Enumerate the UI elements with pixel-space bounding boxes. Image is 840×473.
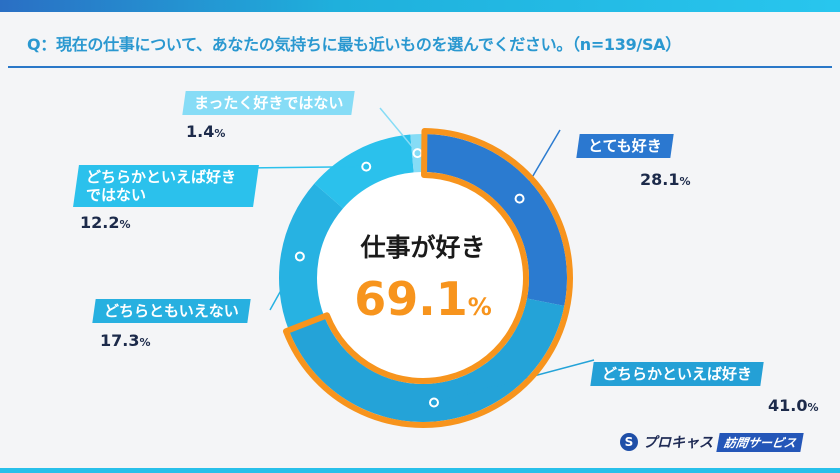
pct-unit: % <box>679 175 691 188</box>
center-title: 仕事が好き <box>360 233 486 262</box>
donut-slice-どちらかといえば好き <box>288 298 565 422</box>
pct-value: 1.4 <box>186 122 215 141</box>
logo-badge-text: 訪問サービス <box>722 435 798 450</box>
pct-まったく好きではない: 1.4% <box>186 122 225 141</box>
label-どちらかといえば好きではない: どちらかといえば好きではない <box>73 165 259 207</box>
pct-どちらかといえば好き: 41.0% <box>768 396 819 415</box>
label-text: まったく好きではない <box>194 94 344 112</box>
label-text: どちらかといえば好きではない <box>86 168 237 204</box>
donut-slice-どちらかといえば好きではない <box>314 134 414 209</box>
leader-line <box>379 107 419 154</box>
brand-logo: S プロキャス 訪問サービス <box>620 432 804 452</box>
pct-unit: % <box>214 127 226 140</box>
pct-value: 41.0 <box>768 396 808 415</box>
logo-badge: 訪問サービス <box>716 432 804 452</box>
donut-slice-とても好き <box>423 134 567 306</box>
pct-value: 17.3 <box>100 331 140 350</box>
leader-dot <box>428 397 439 408</box>
label-まったく好きではない: まったく好きではない <box>182 91 356 115</box>
leader-dot <box>294 251 305 262</box>
highlight-outline <box>282 128 573 428</box>
question-title: Q：現在の仕事について、あなたの気持ちに最も近いものを選んでください。（n=13… <box>27 35 681 54</box>
center-value-number: 69.1 <box>354 272 468 326</box>
center-value-unit: % <box>467 293 492 321</box>
pct-どちらかといえば好きではない: 12.2% <box>80 213 131 232</box>
leader-line <box>247 165 367 169</box>
pct-とても好き: 28.1% <box>640 170 691 189</box>
bottom-accent-bar <box>0 468 840 473</box>
pct-unit: % <box>119 218 131 231</box>
logo-s-icon: S <box>620 433 638 451</box>
label-どちらともいえない: どちらともいえない <box>92 299 251 323</box>
pct-value: 12.2 <box>80 213 120 232</box>
title-divider <box>8 66 832 68</box>
pct-unit: % <box>139 336 151 349</box>
pct-どちらともいえない: 17.3% <box>100 331 151 350</box>
center-value: 69.1% <box>323 272 523 326</box>
donut-slice-どちらともいえない <box>279 183 344 331</box>
leader-line <box>518 129 561 200</box>
leader-line <box>433 359 595 404</box>
pct-unit: % <box>807 401 819 414</box>
top-accent-bar <box>0 0 840 12</box>
label-text: どちらともいえない <box>104 302 239 320</box>
donut-center <box>317 172 529 384</box>
label-text: どちらかといえば好き <box>602 365 753 383</box>
leader-dot <box>361 161 372 172</box>
label-どちらかといえば好き: どちらかといえば好き <box>590 362 764 386</box>
leader-line <box>269 256 301 311</box>
pct-value: 28.1 <box>640 170 680 189</box>
label-とても好き: とても好き <box>576 134 674 158</box>
logo-name: プロキャス <box>643 435 713 451</box>
label-text: とても好き <box>588 137 662 155</box>
leader-dot <box>514 193 525 204</box>
